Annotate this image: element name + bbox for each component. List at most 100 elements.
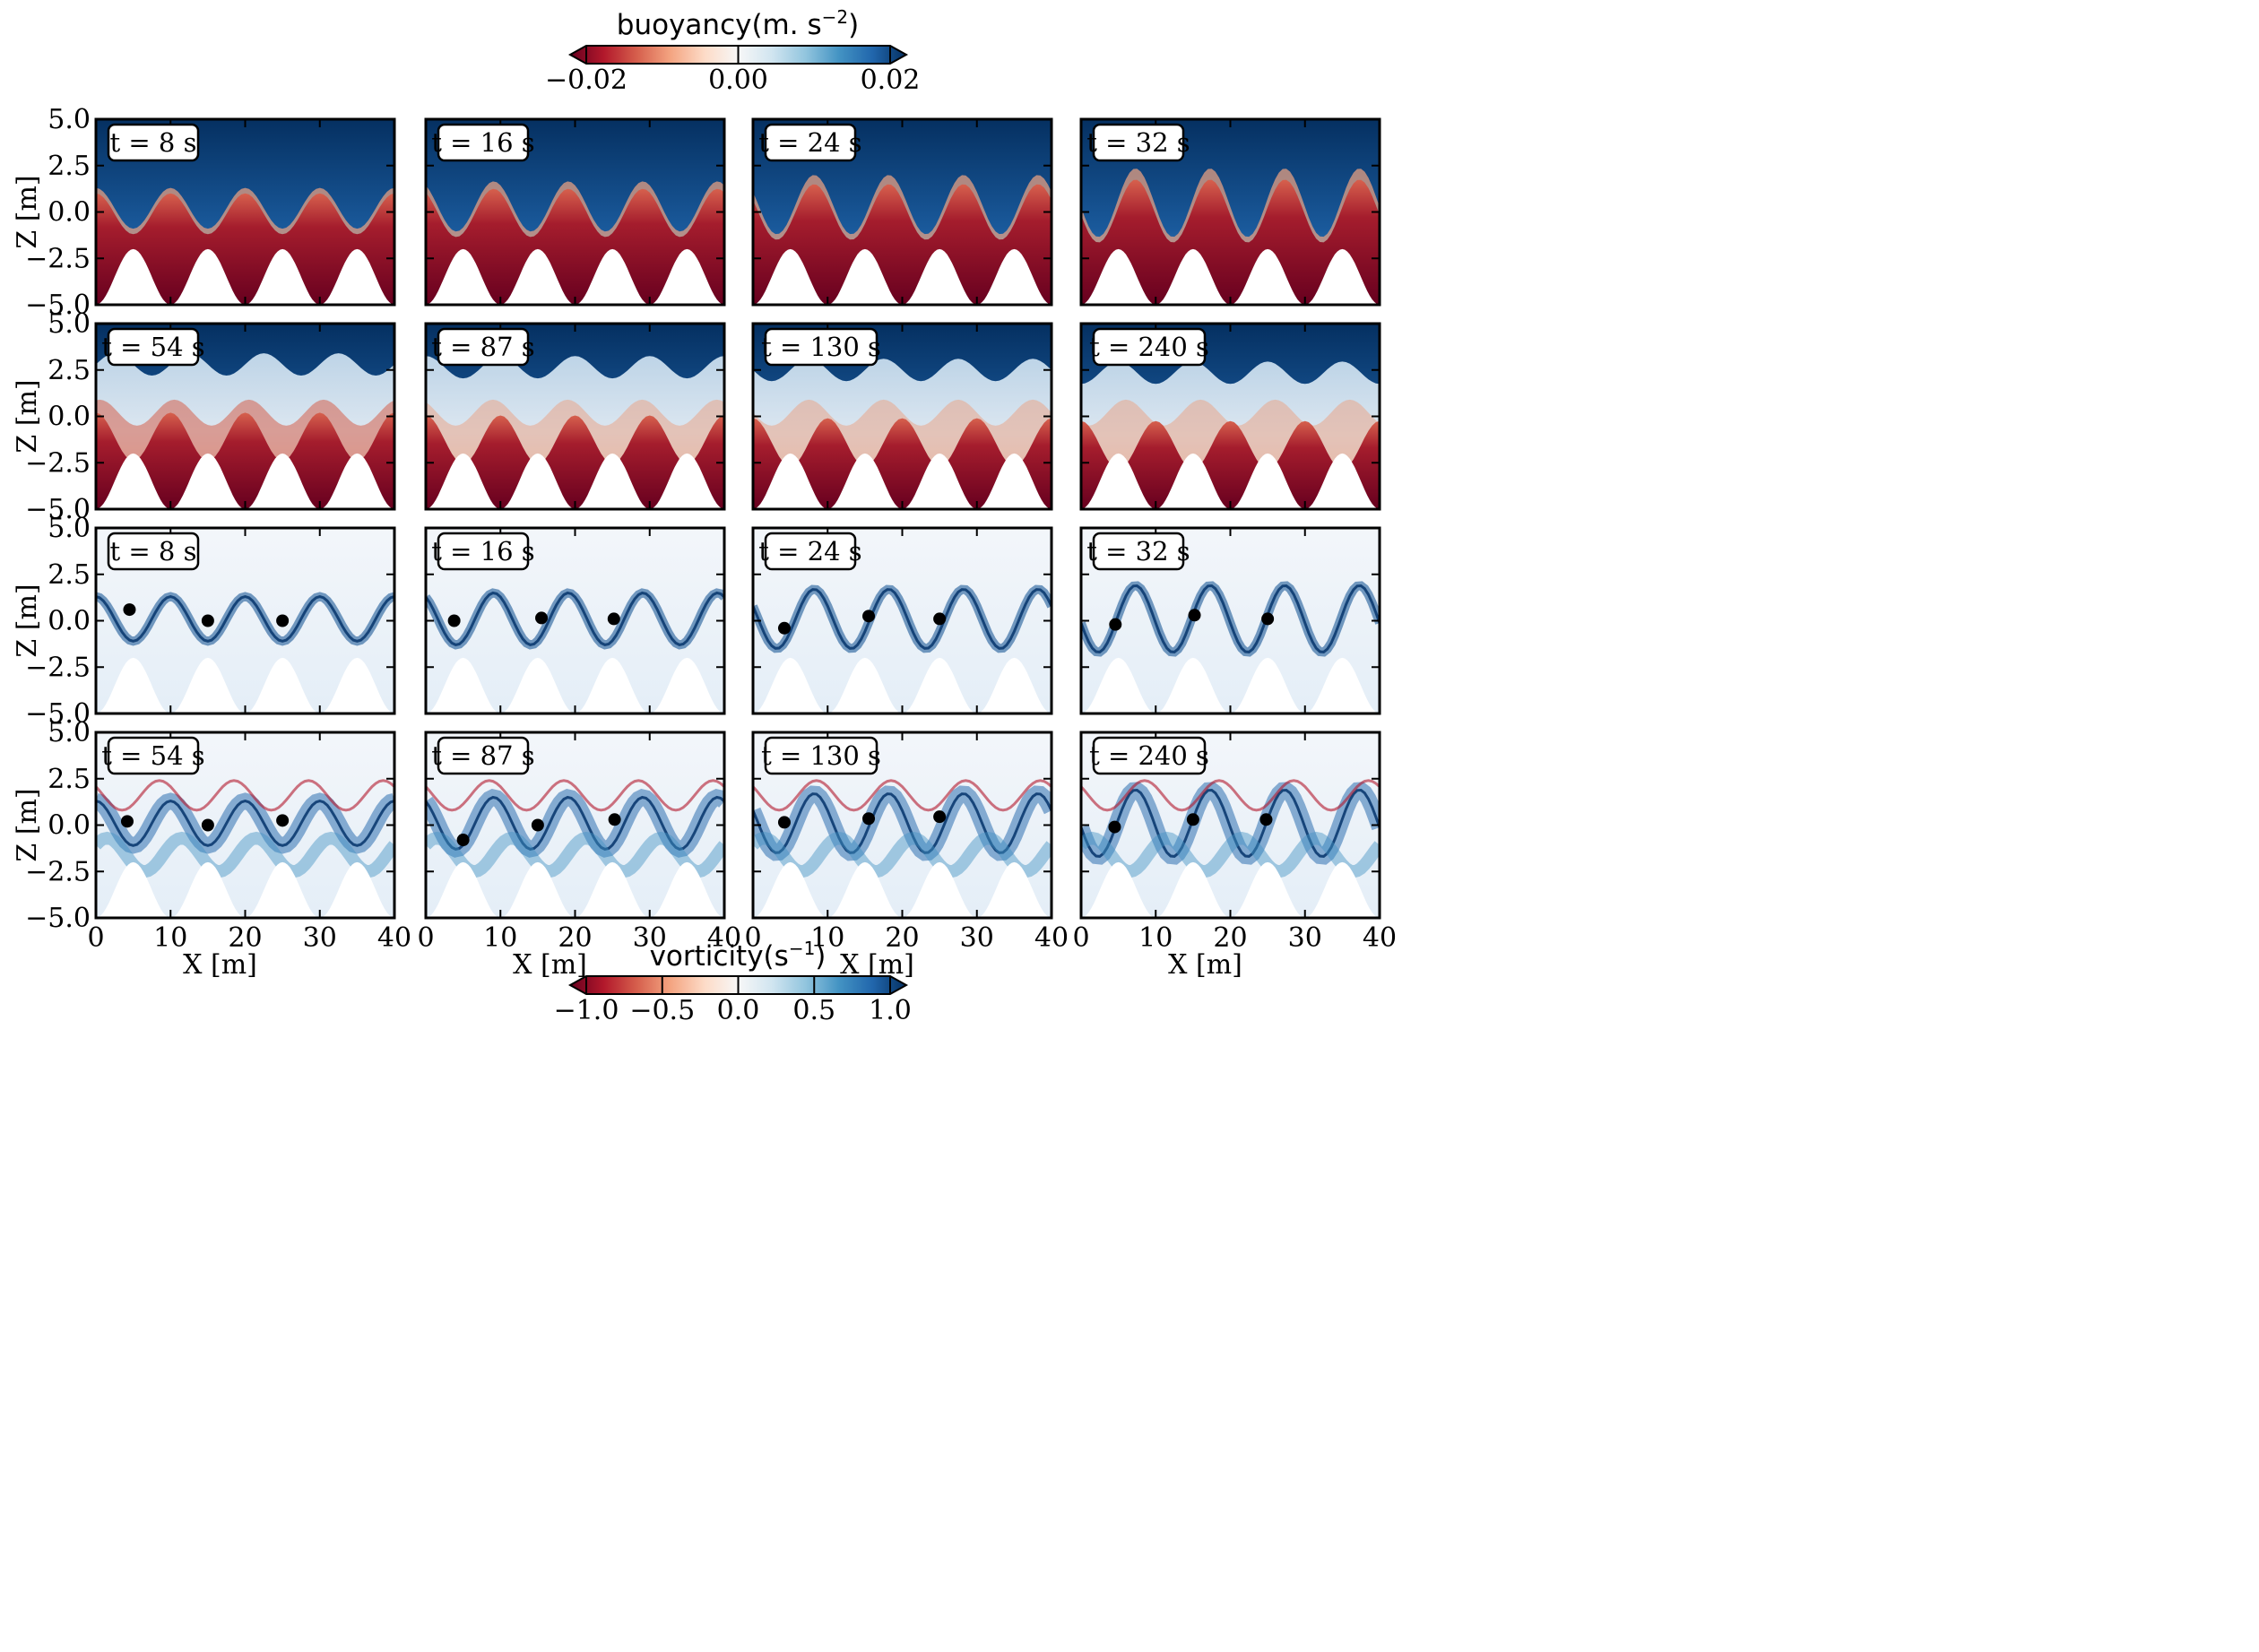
panel-r3-c2: t = 16 s bbox=[424, 526, 726, 715]
topography bbox=[96, 861, 394, 918]
panel-r4-c4: t = 240 s 0 10 20 30 40 X [m] bbox=[1072, 731, 1397, 981]
panel-r2-c4: t = 240 s bbox=[1079, 322, 1381, 511]
time-label: t = 240 s bbox=[1089, 332, 1209, 362]
panel-r1-c4: t = 32 s bbox=[1079, 117, 1381, 307]
y-axis-label: Z [m] bbox=[12, 788, 43, 861]
topography bbox=[753, 248, 1052, 305]
time-label: t = 8 s bbox=[110, 127, 197, 158]
y-tick-label: −5.0 bbox=[25, 494, 91, 525]
vortex-marker bbox=[777, 621, 791, 635]
vortex-marker bbox=[862, 610, 876, 623]
vortex-marker bbox=[1188, 609, 1201, 622]
time-label-box bbox=[764, 736, 878, 775]
time-label: t = 16 s bbox=[431, 536, 534, 567]
vortex-marker bbox=[1109, 618, 1122, 631]
topography bbox=[1081, 657, 1380, 714]
y-tick-label: 2.5 bbox=[48, 559, 91, 591]
x-tick-label: 10 bbox=[483, 922, 517, 954]
topography bbox=[753, 453, 1052, 509]
y-axis-label: Z [m] bbox=[12, 584, 43, 657]
panel-r2-c1: t = 54 s 5.0 2.5 0.0 −2.5 −5.0 Z [m] bbox=[12, 308, 396, 525]
vortex-marker bbox=[1186, 813, 1199, 826]
panel-r3-c1: t = 8 s 5.0 2.5 0.0 −2.5 −5.0 Z [m] bbox=[12, 513, 396, 730]
time-label-box bbox=[1092, 532, 1185, 571]
buoyancy-colorbar-ticks: −0.02 0.00 0.02 bbox=[545, 46, 920, 96]
time-label-box bbox=[764, 327, 878, 367]
x-tick-label: 0 bbox=[417, 922, 434, 954]
vortex-marker bbox=[447, 614, 461, 627]
topography bbox=[96, 453, 394, 509]
panel-r4-c1: t = 54 s 5.0 2.5 0.0 −2.5 −5.0 Z [m] 0 10 20 30 40 X… bbox=[12, 717, 411, 981]
vortex-marker bbox=[933, 810, 947, 824]
vortex-marker bbox=[276, 814, 290, 827]
topography bbox=[1081, 861, 1380, 918]
time-label: t = 54 s bbox=[101, 332, 204, 362]
time-label: t = 16 s bbox=[431, 127, 534, 158]
y-axis-label: Z [m] bbox=[12, 379, 43, 453]
vortex-marker bbox=[608, 813, 621, 826]
panel-r3-c3: t = 24 s bbox=[751, 526, 1053, 715]
y-tick-label: 0.0 bbox=[48, 197, 91, 229]
time-label: t = 130 s bbox=[761, 332, 881, 362]
time-label: t = 87 s bbox=[431, 740, 534, 771]
y-tick-label: −2.5 bbox=[25, 652, 91, 683]
topography bbox=[1081, 453, 1380, 509]
y-tick-label: 2.5 bbox=[48, 764, 91, 795]
colorbar-tick-label: −0.5 bbox=[629, 995, 695, 1026]
vorticity-colorbar-label: vorticity(s−1) bbox=[650, 938, 827, 973]
time-label: t = 32 s bbox=[1086, 536, 1190, 567]
panel-r1-c2: t = 16 s bbox=[424, 117, 726, 307]
vortex-marker bbox=[123, 603, 136, 617]
time-label: t = 24 s bbox=[758, 127, 861, 158]
colorbar-tick-label: −0.02 bbox=[545, 65, 628, 96]
vortex-marker bbox=[201, 818, 214, 832]
y-tick-label: 5.0 bbox=[48, 717, 91, 748]
x-tick-label: 20 bbox=[885, 922, 919, 954]
time-label: t = 54 s bbox=[101, 740, 204, 771]
y-tick-label: −5.0 bbox=[25, 290, 91, 321]
buoyancy-colorbar-label: buoyancy(m. s−2) bbox=[617, 6, 859, 41]
time-label: t = 130 s bbox=[761, 740, 881, 771]
x-tick-label: 0 bbox=[744, 922, 761, 954]
vortex-marker bbox=[1261, 612, 1275, 626]
topography bbox=[426, 248, 724, 305]
colorbar-tick-label: 0.0 bbox=[717, 995, 760, 1026]
time-label-box bbox=[1092, 123, 1185, 162]
y-tick-label: 2.5 bbox=[48, 355, 91, 386]
x-axis-label: X [m] bbox=[1168, 949, 1242, 981]
time-label-box bbox=[1092, 736, 1207, 775]
time-label: t = 32 s bbox=[1086, 127, 1190, 158]
colorbar-tick-label: 0.02 bbox=[861, 65, 921, 96]
x-tick-label: 30 bbox=[1288, 922, 1322, 954]
time-label: t = 24 s bbox=[758, 536, 861, 567]
y-tick-label: −2.5 bbox=[25, 243, 91, 274]
colorbar-tick-label: 0.00 bbox=[708, 65, 768, 96]
field-image bbox=[1081, 324, 1380, 509]
panel-r3-c4: t = 32 s bbox=[1079, 526, 1381, 715]
x-tick-label: 20 bbox=[228, 922, 262, 954]
y-tick-label: −2.5 bbox=[25, 447, 91, 479]
x-tick-label: 10 bbox=[153, 922, 187, 954]
panel-grid: t = 8 s 5.0 2.5 0.0 −2.5 −5.0 Z [m] t = 16 s t =… bbox=[12, 104, 1397, 981]
panel-r1-c1: t = 8 s 5.0 2.5 0.0 −2.5 −5.0 Z [m] bbox=[12, 104, 396, 321]
vortex-marker bbox=[276, 614, 290, 627]
time-label-box bbox=[107, 736, 200, 775]
time-label-box bbox=[107, 123, 200, 162]
x-tick-label: 30 bbox=[633, 922, 667, 954]
vorticity-colorbar: vorticity(s−1) −1.0 −0.5 0.0 0.5 1.0 bbox=[554, 938, 912, 1026]
time-label-box bbox=[764, 123, 857, 162]
topography bbox=[753, 861, 1052, 918]
x-tick-label: 40 bbox=[1034, 922, 1069, 954]
x-axis-label: X [m] bbox=[840, 949, 914, 981]
y-tick-label: −5.0 bbox=[25, 698, 91, 730]
x-tick-label: 10 bbox=[1138, 922, 1173, 954]
field-image bbox=[426, 324, 724, 509]
panel-r4-c2: t = 87 s 0 10 20 30 40 X [m] bbox=[417, 731, 741, 981]
time-label: t = 8 s bbox=[110, 536, 197, 567]
time-label-box bbox=[764, 532, 857, 571]
time-label-box bbox=[437, 532, 530, 571]
y-tick-label: −5.0 bbox=[25, 903, 91, 934]
x-tick-label: 20 bbox=[558, 922, 592, 954]
x-tick-label: 30 bbox=[960, 922, 994, 954]
time-label-box bbox=[437, 123, 530, 162]
